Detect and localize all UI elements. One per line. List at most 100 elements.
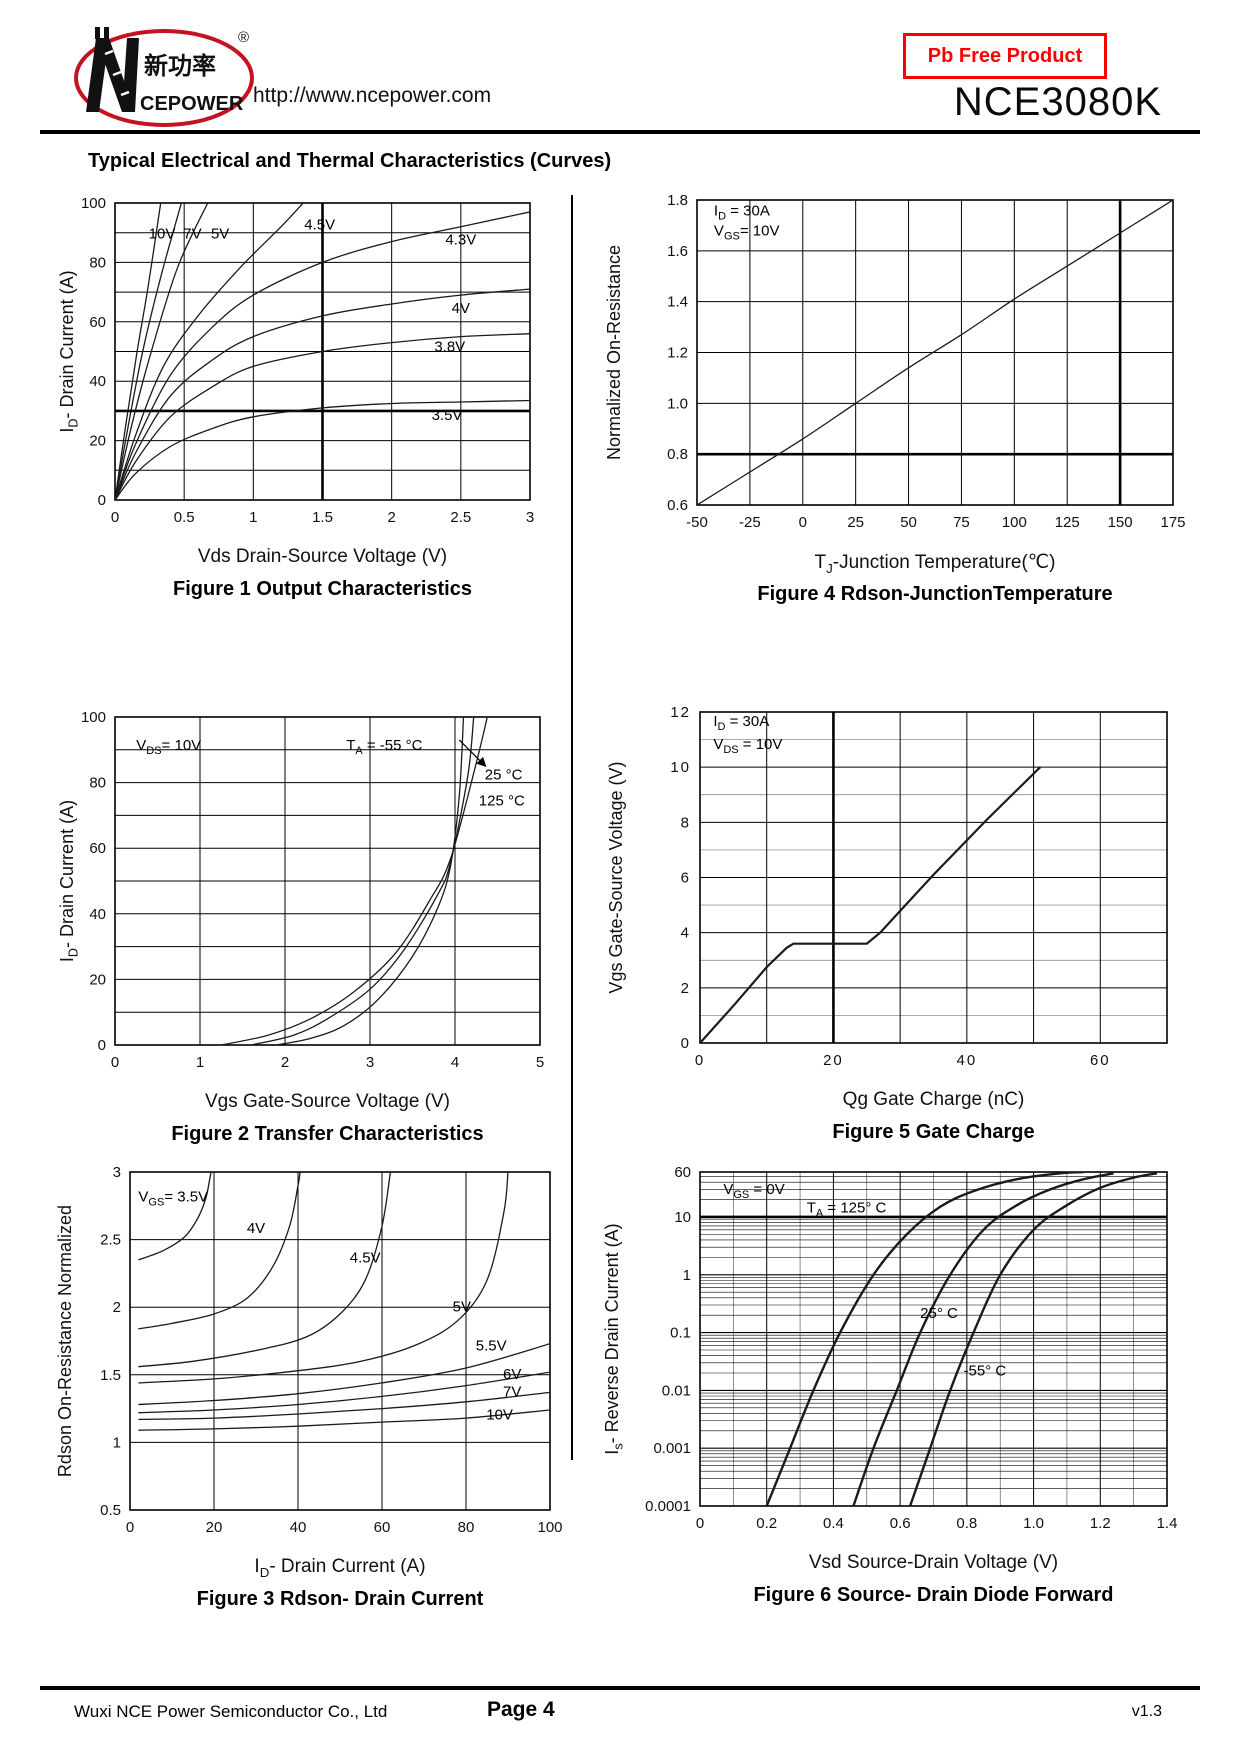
series-curves [115, 202, 530, 501]
figure-caption: Figure 2 Transfer Characteristics [171, 1123, 484, 1145]
svg-text:2: 2 [113, 1299, 121, 1316]
svg-text:2: 2 [281, 1054, 289, 1071]
svg-text:6V: 6V [503, 1366, 521, 1383]
svg-text:125 °C: 125 °C [479, 793, 525, 810]
svg-text:40: 40 [290, 1519, 307, 1536]
svg-text:2.5: 2.5 [450, 509, 471, 526]
svg-text:60: 60 [674, 1164, 691, 1181]
plot-border [699, 1171, 1168, 1507]
tick-labels: 0 20 40 60 0 2 4 6 8 10 12 [670, 704, 1108, 1069]
svg-text:2.5: 2.5 [100, 1232, 121, 1249]
svg-text:10V: 10V [149, 226, 176, 243]
company-url[interactable]: http://www.ncepower.com [253, 84, 492, 107]
curve-normalized-rdson [697, 199, 1173, 506]
grid-lines [115, 717, 540, 1045]
plot-border [129, 1171, 551, 1511]
curve-vgs-5v [138, 1171, 509, 1384]
x-axis-label: ID- Drain Current (A) [254, 1556, 426, 1580]
curve-vgs-10v [138, 1409, 550, 1431]
x-axis-label: TJ-Junction Temperature(℃) [814, 552, 1056, 576]
svg-text:0.2: 0.2 [756, 1515, 777, 1532]
svg-text:0: 0 [98, 1037, 106, 1054]
grid-lines [697, 200, 1173, 505]
curve-ta-25c [852, 1172, 1114, 1507]
f6-chart-svg: VGS = 0V TA = 125° C 25° C -55° C 0 0.2 0.4 0.6… [645, 1164, 1177, 1532]
curve-ta-125c [221, 716, 488, 1046]
svg-text:25 °C: 25 °C [485, 766, 523, 783]
svg-text:0.6: 0.6 [667, 497, 688, 514]
svg-text:20: 20 [206, 1519, 223, 1536]
plot-border [114, 716, 541, 1046]
f5-chart-svg: ID = 30A VDS = 10V 0 20 40 60 0 2 4 6 8 10 12 [670, 704, 1168, 1069]
svg-text:4: 4 [681, 925, 691, 942]
series-curves [700, 766, 1041, 1044]
svg-text:2: 2 [387, 509, 395, 526]
svg-text:0.5: 0.5 [100, 1502, 121, 1519]
curve-vgs-4v [115, 288, 530, 501]
figure-caption: Figure 5 Gate Charge [832, 1121, 1035, 1143]
plot-border [114, 202, 531, 501]
f2-chart-svg: VDS= 10V TA = -55 °C 25 °C 125 °C 0 1 2 3 4 5 0 20 4… [81, 709, 544, 1071]
svg-text:0.01: 0.01 [662, 1382, 691, 1399]
svg-text:-25: -25 [739, 514, 761, 531]
svg-text:40: 40 [89, 373, 106, 390]
svg-text:ID = 30A: ID = 30A [714, 202, 770, 222]
series-curves [138, 1171, 550, 1431]
svg-text:0: 0 [111, 1054, 119, 1071]
svg-text:125: 125 [1055, 514, 1080, 531]
svg-text:3: 3 [113, 1164, 121, 1181]
svg-text:0: 0 [696, 1515, 704, 1532]
figure-caption: Figure 4 Rdson-JunctionTemperature [757, 583, 1113, 605]
figure-4-rdson-junction-temperature: ID = 30A VGS= 10V -50 -25 0 25 50 75 100 125 150 17… [590, 187, 1205, 605]
grid-lines [700, 1172, 1167, 1506]
tick-labels: 0 20 40 60 80 100 0.5 1 1.5 2 2.5 3 [100, 1164, 562, 1536]
svg-text:-55° C: -55° C [964, 1363, 1007, 1380]
curve-ta--55c [276, 716, 465, 1046]
logo-chinese-text: 新功率 [144, 52, 216, 80]
curve-ta-25c [250, 716, 475, 1046]
svg-text:25: 25 [847, 514, 864, 531]
svg-text:VGS = 0V: VGS = 0V [723, 1181, 784, 1201]
figure-6-source-drain-diode-forward: VGS = 0V TA = 125° C 25° C -55° C 0 0.2 0.4 0.6… [590, 1159, 1205, 1609]
ncepower-logo: 新功率 CEPOWER ® [74, 27, 254, 127]
svg-text:0: 0 [799, 514, 807, 531]
svg-text:4.5V: 4.5V [350, 1250, 381, 1267]
svg-text:50: 50 [900, 514, 917, 531]
curve-vgs-3.8v [115, 333, 530, 501]
figure-1-output-characteristics: 10V 7V 5V 4.5V 4.3V 4V 3.8V 3.5V 0 0.5 1 1.5 2 2.5 3 0 2… [45, 190, 560, 600]
svg-text:1: 1 [249, 509, 257, 526]
svg-text:2: 2 [681, 980, 691, 997]
svg-text:-50: -50 [686, 514, 708, 531]
svg-text:100: 100 [1002, 514, 1027, 531]
tick-labels: 0 0.2 0.4 0.6 0.8 1.0 1.2 1.4 60 10 1 0.1 0.01 0.001 0… [645, 1164, 1177, 1532]
figure-5-gate-charge: ID = 30A VDS = 10V 0 20 40 60 0 2 4 6 8 10 12 Qg Gate… [590, 699, 1205, 1143]
svg-text:0.0001: 0.0001 [645, 1498, 691, 1515]
svg-text:0.001: 0.001 [653, 1440, 691, 1457]
logo-oval [74, 29, 254, 127]
svg-text:175: 175 [1160, 514, 1185, 531]
curve-vgs-4v [138, 1171, 301, 1330]
tick-labels: 0 1 2 3 4 5 0 20 40 60 80 100 [81, 709, 544, 1071]
svg-text:0.6: 0.6 [890, 1515, 911, 1532]
figure-caption: Figure 3 Rdson- Drain Current [196, 1588, 484, 1610]
svg-text:1.2: 1.2 [667, 345, 688, 362]
tick-labels: 0 0.5 1 1.5 2 2.5 3 0 20 40 60 80 100 [81, 195, 534, 526]
registered-trademark-icon: ® [238, 29, 249, 46]
svg-text:20: 20 [89, 433, 106, 450]
figure-caption: Figure 6 Source- Drain Diode Forward [753, 1584, 1114, 1606]
svg-text:5: 5 [536, 1054, 544, 1071]
svg-text:VGS= 3.5V: VGS= 3.5V [138, 1189, 208, 1209]
x-axis-label: Vgs Gate-Source Voltage (V) [204, 1091, 450, 1112]
part-number: NCE3080K [953, 80, 1162, 124]
svg-text:40: 40 [89, 906, 106, 923]
svg-text:10V: 10V [486, 1406, 513, 1423]
svg-text:7V: 7V [183, 226, 201, 243]
curve-vgs-4.3v [115, 211, 530, 501]
header-rule [40, 130, 1200, 134]
svg-text:0.5: 0.5 [174, 509, 195, 526]
curve-ta--55c [908, 1172, 1158, 1507]
curve-vgs-7v [115, 202, 183, 501]
